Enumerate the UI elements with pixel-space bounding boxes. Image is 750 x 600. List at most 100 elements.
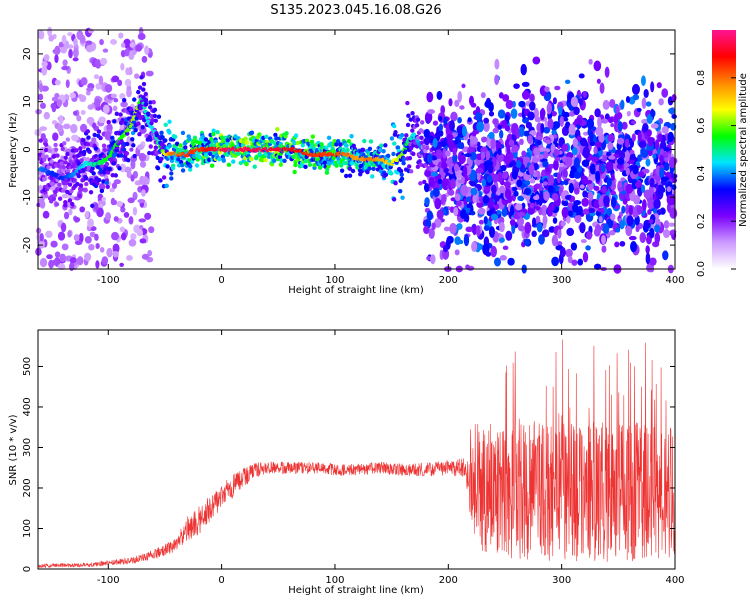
spectrogram-cell	[625, 167, 631, 176]
spectrogram-cell	[399, 132, 405, 138]
spectrogram-cell	[472, 129, 477, 138]
spectrogram-cell	[84, 211, 90, 219]
spectrogram-cell	[45, 230, 53, 238]
spectrogram-cell	[39, 126, 48, 132]
spectrogram-cell	[39, 232, 44, 242]
y-tick-label: 0	[22, 146, 33, 152]
spectrogram-cell	[139, 238, 147, 244]
spectrogram-cell	[112, 251, 119, 258]
spectrogram-cell	[456, 223, 463, 230]
spectrogram-cell	[41, 61, 48, 67]
spectrogram-cell	[485, 150, 491, 161]
spectrogram-cell	[189, 159, 195, 164]
spectrogram-cell	[79, 206, 86, 213]
spectrogram-cell	[144, 212, 152, 220]
spectrogram-cell	[145, 70, 154, 77]
spectrogram-cell	[619, 240, 626, 247]
spectrogram-cell	[161, 175, 167, 180]
spectrogram-cell	[538, 190, 544, 202]
spectrogram-x-axis-label: Height of straight line (km)	[288, 285, 424, 296]
spectrogram-cell	[169, 171, 174, 176]
spectrogram-cell	[84, 252, 92, 262]
spectrogram-ridge-cell	[81, 164, 86, 169]
spectrogram-cell	[141, 87, 146, 92]
spectrogram-cell	[498, 129, 504, 139]
spectrogram-cell	[225, 138, 230, 143]
spectrogram-cell	[63, 200, 68, 205]
spectrogram-cell	[635, 181, 643, 188]
spectrogram-cell	[94, 98, 101, 108]
spectrogram-cell	[332, 138, 337, 144]
spectrogram-cell	[586, 231, 593, 240]
spectrogram-cell	[671, 114, 677, 120]
spectrogram-cell	[51, 104, 57, 113]
spectrogram-cell	[51, 196, 56, 202]
spectrogram-cell	[80, 77, 88, 86]
spectrogram-cell	[367, 146, 373, 152]
spectrogram-cell	[653, 198, 661, 210]
spectrogram-cell	[619, 220, 625, 230]
spectrogram-cell	[597, 207, 605, 213]
spectrogram-cell	[656, 82, 662, 89]
spectrogram-cell	[593, 263, 602, 270]
spectrogram-cell	[338, 163, 344, 168]
spectrogram-cell	[668, 222, 676, 227]
spectrogram-cell	[589, 141, 595, 147]
spectrogram-cell	[273, 132, 278, 138]
spectrogram-cell	[128, 238, 137, 247]
spectrogram-cell	[504, 188, 512, 200]
spectrogram-cell	[554, 156, 561, 162]
spectrogram-cell	[148, 100, 153, 105]
spectrogram-cell	[560, 220, 566, 227]
spectrogram-cell	[334, 142, 339, 147]
spectrogram-cell	[346, 139, 351, 144]
spectrogram-cell	[67, 32, 73, 37]
spectrogram-cell	[69, 92, 76, 99]
spectrogram-cell	[120, 206, 126, 213]
spectrogram-cell	[143, 98, 149, 104]
spectrogram-cell	[40, 154, 46, 159]
spectrogram-cell	[557, 229, 562, 239]
spectrogram-cell	[176, 157, 181, 162]
spectrogram-cell	[521, 150, 527, 157]
spectrogram-cell	[551, 192, 559, 201]
spectrogram-cell	[74, 148, 79, 153]
spectrogram-cell	[518, 196, 524, 202]
spectrogram-cell	[243, 136, 248, 141]
colorbar-tick-label: 0.8	[696, 70, 707, 86]
spectrogram-cell	[67, 182, 73, 187]
spectrogram-cell	[94, 202, 99, 212]
spectrogram-cell	[105, 212, 112, 221]
colorbar-tick-label: 0.6	[696, 118, 707, 134]
spectrogram-cell	[430, 171, 439, 177]
spectrogram-cell	[73, 216, 81, 223]
spectrogram-cell	[401, 157, 407, 162]
spectrogram-cell	[38, 138, 44, 143]
spectrogram-cell	[568, 179, 575, 185]
spectrogram-cell	[598, 195, 605, 208]
spectrogram-cell	[132, 97, 137, 102]
spectrogram-cell	[595, 126, 604, 137]
spectrogram-cell	[215, 130, 220, 135]
spectrogram-cell	[565, 121, 571, 130]
spectrogram-cell	[407, 164, 412, 169]
spectrogram-cell	[666, 194, 675, 206]
spectrogram-cell	[498, 92, 504, 99]
spectrogram-cell	[650, 123, 659, 129]
spectrogram-cell	[610, 213, 616, 221]
spectrogram-cell	[593, 185, 600, 191]
spectrogram-cell	[513, 190, 519, 197]
spectrogram-cell	[85, 129, 91, 134]
spectrogram-cell	[432, 120, 439, 126]
spectrogram-cell	[625, 225, 633, 237]
spectrogram-cell	[292, 140, 297, 146]
spectrogram-cell	[322, 160, 328, 165]
spectrogram-cell	[414, 122, 420, 128]
spectrogram-cell	[562, 169, 568, 178]
spectrogram-cell	[618, 150, 626, 160]
snr-x-axis-label: Height of straight line (km)	[288, 585, 424, 596]
spectrogram-cell	[488, 226, 495, 238]
spectrogram-cell	[508, 139, 515, 147]
spectrogram-cell	[486, 210, 493, 217]
spectrogram-cell	[303, 158, 308, 164]
